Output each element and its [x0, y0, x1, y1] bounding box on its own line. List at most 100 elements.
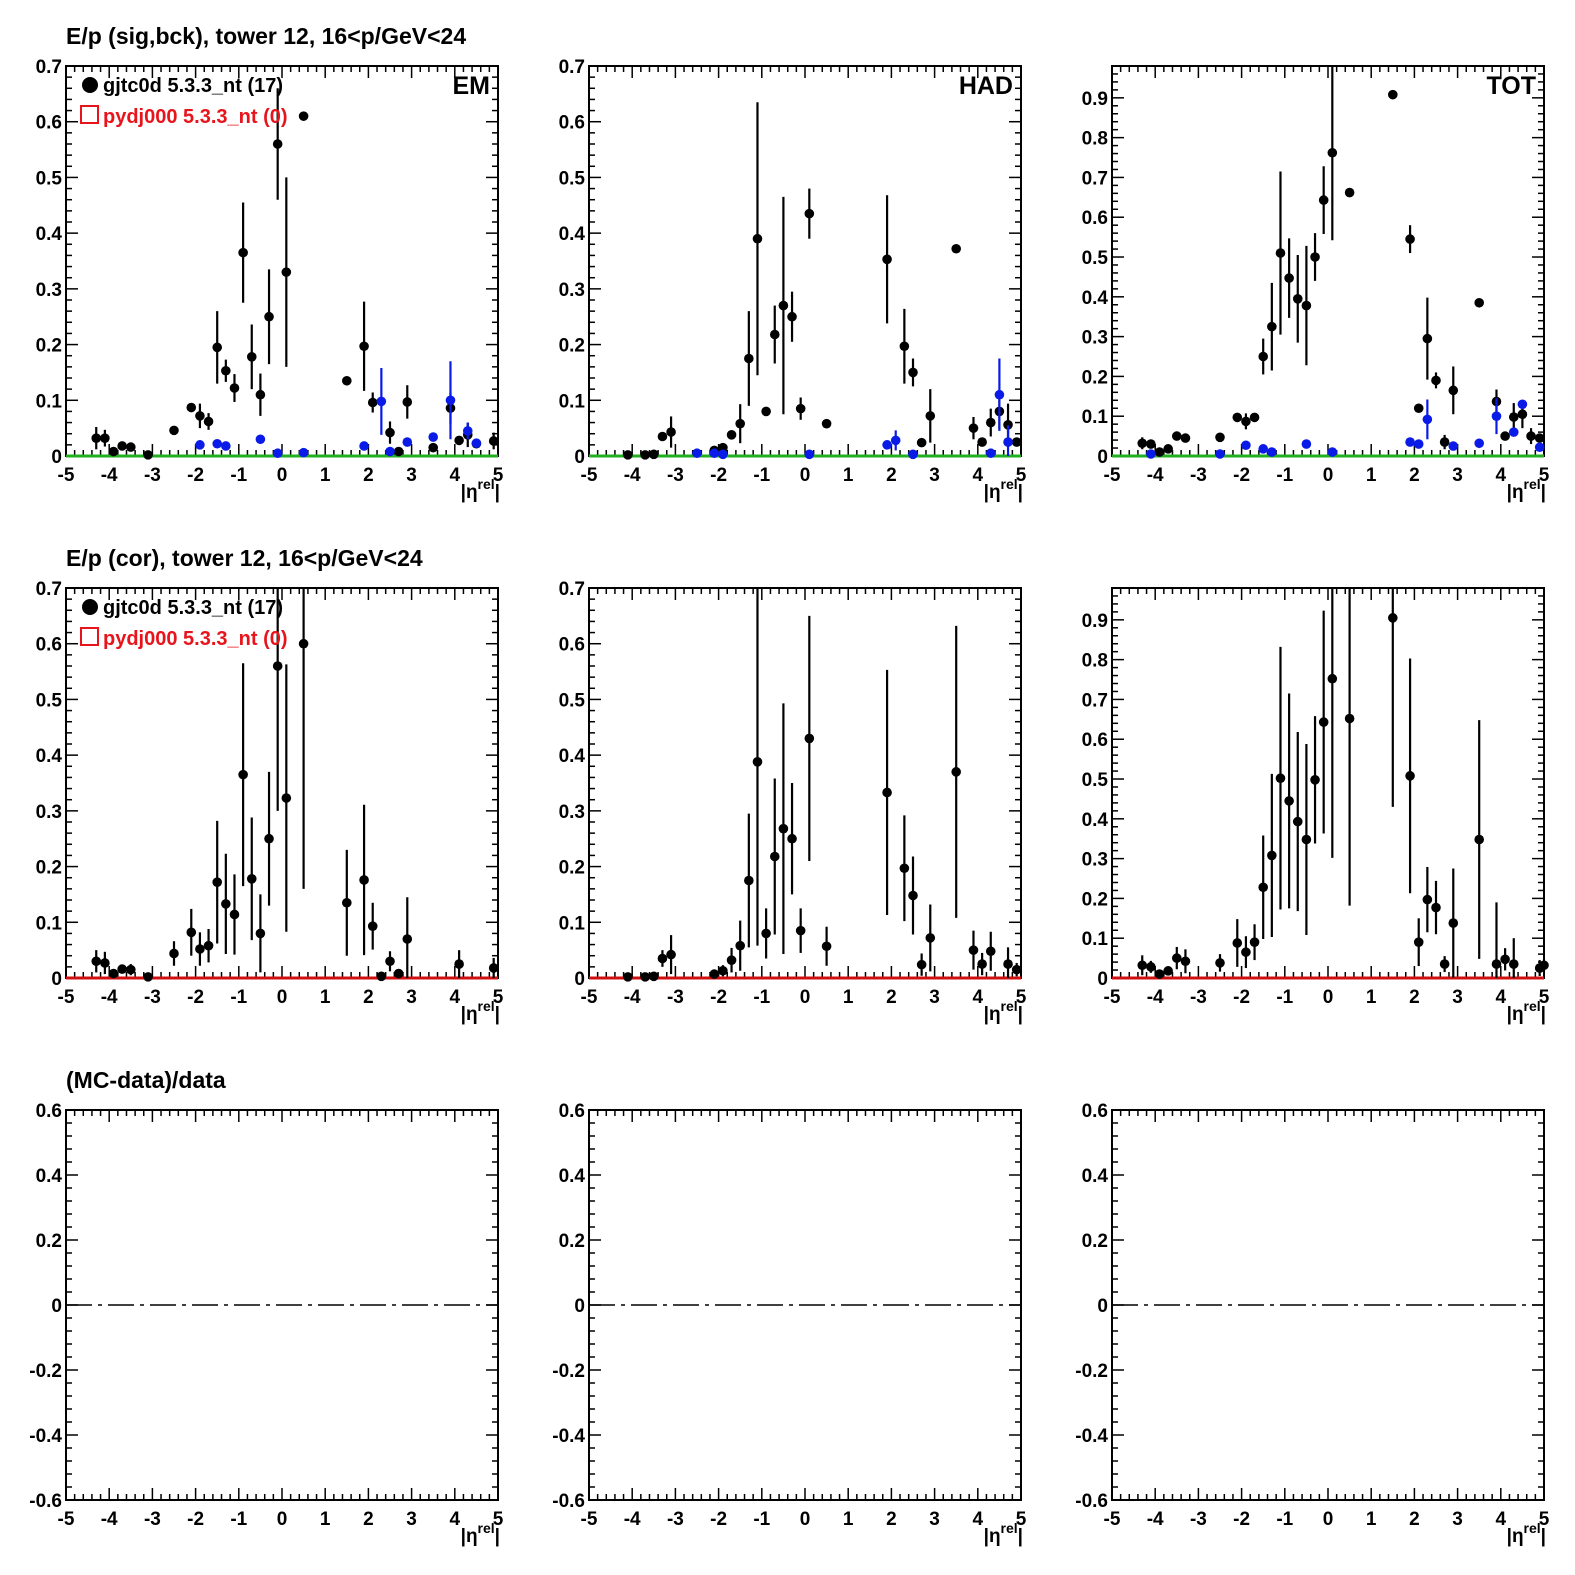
data-point	[1284, 796, 1294, 806]
x-tick-label: -2	[187, 1509, 204, 1530]
data-point	[804, 733, 815, 744]
data-point	[1405, 771, 1415, 781]
x-tick-label: 0	[277, 987, 288, 1008]
x-tick-label: -2	[187, 987, 204, 1008]
x-tick-label: 4	[450, 987, 461, 1008]
y-tick-label: 0.4	[36, 1166, 63, 1187]
x-tick-label: 5	[1539, 987, 1550, 1008]
x-tick-label: -4	[101, 1509, 118, 1530]
data-point	[1500, 431, 1510, 441]
legend-mc-label: pydj000 5.3.3_nt (0)	[103, 628, 288, 650]
data-point	[1422, 333, 1433, 344]
y-tick-label: 0.5	[36, 690, 63, 711]
data-point	[126, 442, 136, 452]
data-point	[1163, 966, 1173, 976]
data-point	[126, 964, 136, 975]
chart-panel-4: -5 -4 -3 -2 -1 0 1 2 3 4 5 0 0.1 0.2 0.3 0.4 0.5 0.6 0.7 |η…	[559, 579, 1027, 1025]
bck-point	[1267, 447, 1277, 457]
data-point	[1292, 816, 1303, 827]
x-tick-label: -4	[624, 1509, 641, 1530]
y-tick-label: 0.1	[1082, 407, 1109, 428]
y-tick-label: 0.4	[559, 224, 586, 245]
y-tick-label: 0.5	[1082, 248, 1109, 269]
bck-point	[882, 440, 892, 450]
data-point	[787, 311, 797, 322]
data-point	[977, 959, 987, 969]
bck-point	[994, 389, 1005, 400]
data-point	[640, 450, 650, 460]
data-point	[916, 959, 927, 970]
x-tick-label: -5	[581, 987, 598, 1008]
data-point	[1517, 409, 1528, 420]
data-point	[1172, 953, 1182, 963]
bck-point	[471, 438, 482, 448]
data-point	[1172, 431, 1182, 441]
data-point	[804, 208, 815, 219]
chart-panel-5: -5 -4 -3 -2 -1 0 1 2 3 4 5 0 0.1 0.2 0.3 0.4 0.5 0.6 0.7 0.…	[1082, 587, 1550, 1025]
data-point	[899, 341, 910, 352]
data-point	[488, 963, 499, 973]
x-tick-label: -1	[230, 465, 247, 486]
data-point	[1439, 437, 1450, 447]
data-point	[1249, 937, 1260, 947]
bck-point	[1474, 438, 1484, 449]
data-point	[195, 944, 205, 954]
y-tick-label: 0.1	[36, 391, 63, 412]
data-point	[1318, 717, 1329, 727]
data-point	[117, 441, 127, 451]
x-tick-label: 2	[363, 465, 374, 486]
data-point	[951, 243, 961, 254]
legend-data-label: gjtc0d 5.3.3_nt (17)	[103, 597, 283, 619]
y-tick-label: 0.2	[559, 858, 585, 879]
data-point	[1491, 959, 1502, 969]
y-tick-label: 0.6	[1082, 730, 1108, 751]
y-tick-label: 0	[51, 447, 62, 468]
x-tick-label: 3	[1452, 987, 1463, 1008]
y-tick-label: 0	[1097, 447, 1108, 468]
y-tick-label: 0	[574, 969, 585, 990]
y-tick-label: 0.9	[1082, 611, 1108, 632]
data-point	[229, 383, 240, 393]
data-point	[1232, 938, 1243, 948]
chart-panel-8: -5 -4 -3 -2 -1 0 1 2 3 4 5 -0.6 -0.4 -0.2 0 0.2 0.4 0.6 |η…	[1075, 1101, 1549, 1547]
x-tick-label: -4	[101, 987, 118, 1008]
x-tick-label: 2	[886, 987, 897, 1008]
data-point	[761, 406, 771, 417]
y-tick-label: 0.4	[559, 1166, 586, 1187]
data-point	[281, 267, 292, 277]
data-point	[393, 446, 404, 457]
x-tick-label: -2	[710, 465, 727, 486]
bck-point	[1241, 440, 1251, 451]
legend-mc-marker	[80, 105, 99, 124]
data-point	[899, 863, 910, 874]
y-tick-label: 0.3	[36, 280, 62, 301]
y-tick-label: -0.4	[29, 1426, 62, 1447]
x-tick-label: 0	[800, 465, 811, 486]
y-tick-label: 0.6	[36, 635, 62, 656]
data-point	[1526, 431, 1536, 441]
data-point	[298, 638, 309, 649]
data-point	[212, 342, 222, 353]
y-tick-label: 0.1	[36, 913, 63, 934]
plot-frame	[1111, 65, 1545, 457]
bck-point	[692, 448, 702, 459]
data-point	[925, 933, 936, 943]
data-point	[1405, 234, 1415, 244]
data-point	[385, 956, 395, 967]
data-point	[1275, 248, 1286, 258]
y-tick-label: 0	[1097, 1296, 1108, 1317]
bck-point	[359, 441, 369, 451]
y-tick-label: 0	[574, 447, 585, 468]
x-tick-label: 1	[1366, 1509, 1377, 1530]
y-tick-label: 0.4	[1082, 1166, 1109, 1187]
data-point	[657, 953, 668, 964]
data-point	[649, 449, 659, 460]
x-tick-label: 2	[1409, 465, 1420, 486]
y-tick-label: 0.3	[559, 280, 585, 301]
x-tick-label: -2	[1233, 987, 1250, 1008]
x-axis-label: |ηrel|	[461, 1520, 500, 1547]
data-point	[281, 793, 292, 803]
bck-point	[1405, 437, 1415, 447]
data-point	[246, 874, 257, 884]
